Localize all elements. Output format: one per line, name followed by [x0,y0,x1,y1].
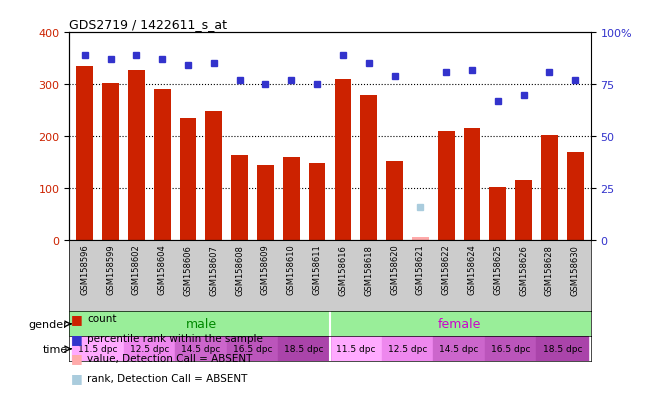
Bar [567,152,583,240]
Text: percentile rank within the sample: percentile rank within the sample [87,333,263,343]
Text: count: count [87,313,117,323]
Text: GSM158618: GSM158618 [364,244,373,295]
Text: 14.5 dpc: 14.5 dpc [182,344,220,354]
Bar [541,135,558,240]
Text: ■: ■ [71,371,82,385]
Text: 11.5 dpc: 11.5 dpc [78,344,117,354]
Text: 11.5 dpc: 11.5 dpc [336,344,376,354]
Bar [412,238,429,240]
Text: GSM158630: GSM158630 [571,244,579,295]
Text: GSM158602: GSM158602 [132,244,141,295]
Bar [463,129,480,240]
Text: rank, Detection Call = ABSENT: rank, Detection Call = ABSENT [87,373,248,383]
Bar [386,161,403,240]
Bar [123,337,175,361]
Text: ■: ■ [71,312,82,325]
Bar [72,337,123,361]
Text: time: time [43,344,68,354]
Bar [283,157,300,240]
Bar [128,70,145,240]
Bar [381,337,433,361]
Bar [438,132,455,240]
Text: 12.5 dpc: 12.5 dpc [129,344,169,354]
Text: gender: gender [28,319,68,329]
Text: GSM158609: GSM158609 [261,244,270,295]
Bar [175,337,227,361]
Bar [489,187,506,240]
Bar [231,156,248,240]
Text: GSM158626: GSM158626 [519,244,528,295]
Text: GSM158625: GSM158625 [493,244,502,295]
Bar [330,337,381,361]
Text: GSM158611: GSM158611 [313,244,321,295]
Bar [515,181,532,240]
Bar [205,112,222,240]
Bar [360,95,377,240]
Bar [433,337,485,361]
Text: 14.5 dpc: 14.5 dpc [440,344,478,354]
Text: 18.5 dpc: 18.5 dpc [284,344,324,354]
Bar [227,337,279,361]
Text: GSM158606: GSM158606 [183,244,193,295]
Bar [154,90,171,240]
Bar [102,83,119,240]
Bar [309,164,325,240]
Text: GSM158608: GSM158608 [235,244,244,295]
Text: GSM158616: GSM158616 [339,244,347,295]
Text: GSM158607: GSM158607 [209,244,218,295]
Text: GSM158628: GSM158628 [545,244,554,295]
Text: GSM158622: GSM158622 [442,244,451,295]
Bar [180,119,197,240]
Bar [485,337,537,361]
Text: GSM158604: GSM158604 [158,244,167,295]
Text: GSM158621: GSM158621 [416,244,425,295]
Bar [335,80,351,240]
Text: GSM158596: GSM158596 [81,244,89,295]
Text: 12.5 dpc: 12.5 dpc [387,344,427,354]
Text: GSM158620: GSM158620 [390,244,399,295]
Text: value, Detection Call = ABSENT: value, Detection Call = ABSENT [87,353,253,363]
Bar [537,337,588,361]
Bar [279,337,330,361]
Text: ■: ■ [71,332,82,345]
Text: GSM158610: GSM158610 [287,244,296,295]
Text: 16.5 dpc: 16.5 dpc [233,344,273,354]
Text: 16.5 dpc: 16.5 dpc [491,344,531,354]
Bar [257,165,274,240]
Text: GSM158624: GSM158624 [467,244,477,295]
Text: 18.5 dpc: 18.5 dpc [543,344,582,354]
Text: GSM158599: GSM158599 [106,244,115,294]
Bar [77,67,93,240]
Text: ■: ■ [71,351,82,365]
Text: female: female [438,318,480,330]
Text: male: male [185,318,216,330]
Text: GDS2719 / 1422611_s_at: GDS2719 / 1422611_s_at [69,17,227,31]
